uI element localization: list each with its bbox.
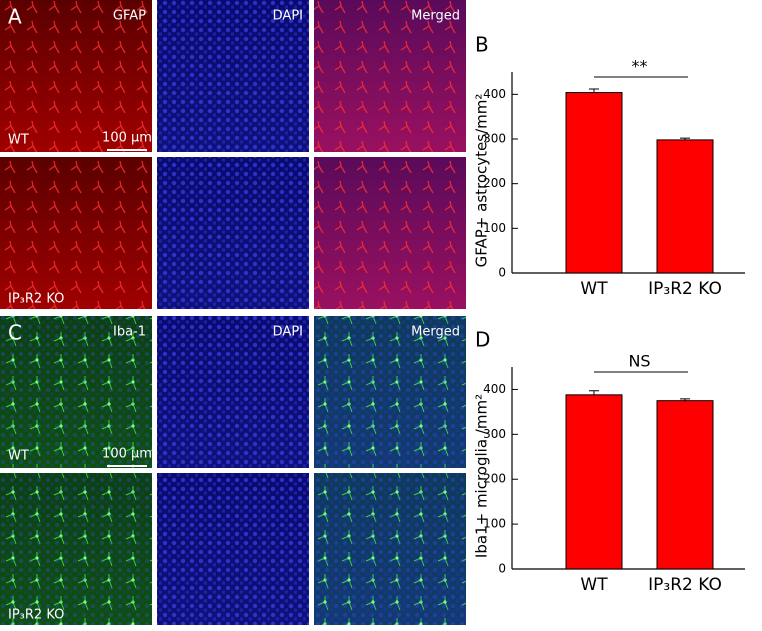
- column-label: DAPI: [273, 325, 303, 340]
- column-label: Iba-1: [113, 325, 146, 340]
- panel-label: A: [8, 5, 22, 29]
- micrograph-texture: [314, 473, 466, 625]
- significance-label: **: [632, 57, 648, 76]
- bar: [565, 394, 623, 570]
- row-label: WT: [8, 133, 29, 148]
- y-tick-label: 100: [483, 221, 506, 235]
- micrograph-texture: [157, 473, 309, 625]
- micrograph-texture: [0, 0, 152, 152]
- panel-label: B: [475, 33, 489, 57]
- bar: [656, 400, 714, 570]
- y-tick-label: 300: [483, 132, 506, 146]
- y-tick-label: 300: [483, 427, 506, 441]
- y-tick-label: 0: [498, 266, 506, 280]
- error-bar: [680, 398, 690, 401]
- y-tick-label: 100: [483, 517, 506, 531]
- micrograph-texture: [0, 316, 152, 468]
- row-label: IP₃R2 KO: [8, 608, 64, 623]
- micrograph-texture: [0, 473, 152, 625]
- column-label: GFAP: [113, 9, 146, 24]
- micrograph-texture: [157, 157, 309, 309]
- scale-bar-label: 100 µm: [102, 447, 152, 462]
- x-tick-label: WT: [580, 575, 608, 595]
- y-tick-label: 200: [483, 176, 506, 190]
- bar: [565, 92, 623, 274]
- row-label: WT: [8, 449, 29, 464]
- micrograph-texture: [157, 316, 309, 468]
- y-tick-label: 400: [483, 87, 506, 101]
- column-label: Merged: [411, 325, 460, 340]
- error-bar: [680, 137, 690, 140]
- y-tick-label: 0: [498, 562, 506, 576]
- bar: [656, 139, 714, 274]
- scale-bar-label: 100 µm: [102, 131, 152, 146]
- x-tick-label: IP₃R2 KO: [648, 575, 722, 595]
- micrograph-texture: [0, 157, 152, 309]
- column-label: Merged: [411, 9, 460, 24]
- row-label: IP₃R2 KO: [8, 292, 64, 307]
- y-tick-label: 200: [483, 472, 506, 486]
- error-bar: [589, 88, 599, 93]
- micrograph-texture: [314, 157, 466, 309]
- x-tick-label: WT: [580, 279, 608, 299]
- significance-label: NS: [628, 352, 650, 371]
- micrograph-texture: [157, 0, 309, 152]
- x-tick-label: IP₃R2 KO: [648, 279, 722, 299]
- micrograph-texture: [314, 316, 466, 468]
- y-axis-label: Iba1+ microglia /mm²: [473, 394, 491, 558]
- panel-label: C: [8, 321, 22, 345]
- panel-label: D: [475, 328, 490, 352]
- column-label: DAPI: [273, 9, 303, 24]
- error-bar: [589, 390, 599, 395]
- y-axis-label: GFAP+ astrocytes/mm²: [473, 94, 491, 268]
- y-tick-label: 400: [483, 382, 506, 396]
- micrograph-texture: [314, 0, 466, 152]
